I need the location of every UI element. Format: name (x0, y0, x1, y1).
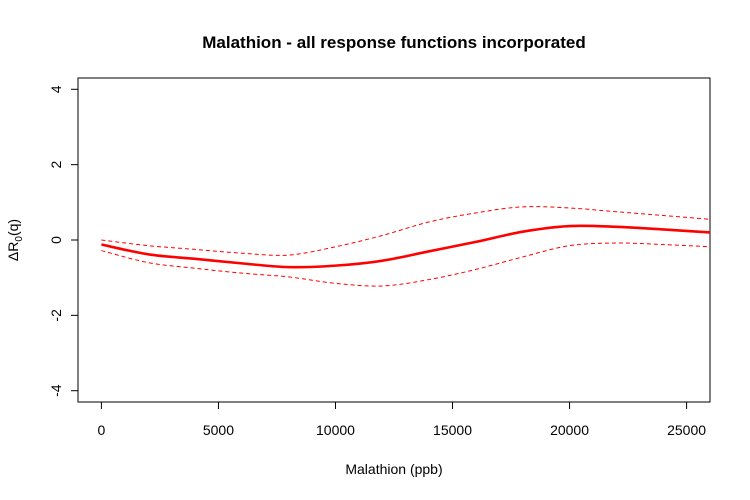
y-axis-label-subscript: 0 (14, 236, 25, 242)
x-tick-label: 15000 (433, 422, 472, 438)
y-tick-label: -2 (48, 309, 64, 322)
x-axis: 0 5000 10000 15000 20000 25000 (98, 402, 706, 438)
x-tick-label: 5000 (203, 422, 234, 438)
y-axis-label: ΔR0(q) (5, 219, 25, 261)
y-axis-label-main: ΔR (5, 242, 21, 261)
y-tick-label: -4 (48, 384, 64, 397)
y-axis-label-tail: (q) (5, 219, 21, 236)
plot-area (101, 206, 710, 287)
lower-bound-line (101, 242, 710, 287)
y-axis: -4 -2 0 2 4 (48, 85, 78, 397)
chart-title: Malathion - all response functions incor… (202, 33, 586, 52)
x-axis-label: Malathion (ppb) (345, 461, 442, 477)
y-tick-label: 2 (48, 161, 64, 169)
plot-frame (77, 77, 711, 403)
x-tick-label: 20000 (550, 422, 589, 438)
estimate-line (101, 224, 710, 269)
x-tick-label: 0 (98, 422, 106, 438)
y-tick-label: 0 (48, 236, 64, 244)
x-tick-label: 10000 (316, 422, 355, 438)
x-tick-label: 25000 (667, 422, 706, 438)
y-tick-label: 4 (48, 85, 64, 93)
upper-bound-line (101, 206, 710, 256)
